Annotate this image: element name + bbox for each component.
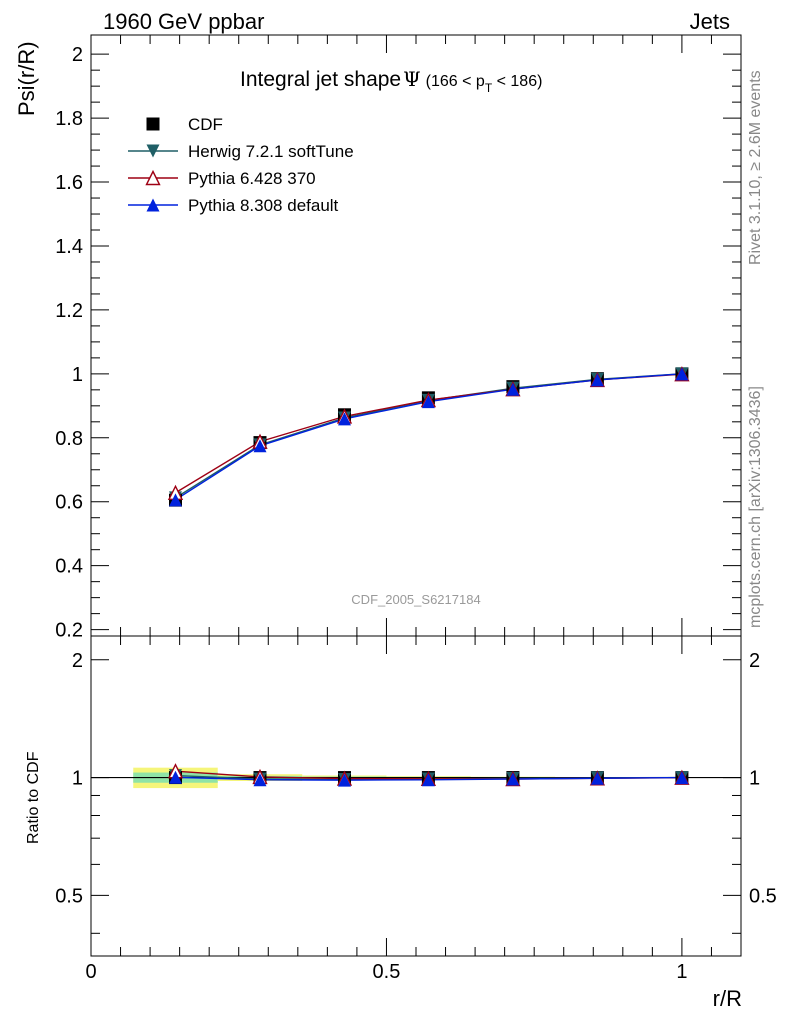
y-tick-label: 0.4 [55,556,83,578]
ratio-panel: 0 0.5 1 0.5 0.5 1 1 2 2 [55,635,777,983]
point-pythia8 [506,382,520,396]
header-left: 1960 GeV ppbar [103,9,264,34]
title-range: (166 < p [426,73,485,90]
ratio-tick-label: 1 [72,768,83,790]
legend-label-cdf: CDF [188,115,223,134]
rivet-label: Rivet 3.1.10, ≥ 2.6M events [747,70,764,265]
ratio-y-axis-label: Ratio to CDF [25,751,42,844]
legend-label-pythia8: Pythia 8.308 default [188,196,339,215]
ratio-tick-label: 2 [72,650,83,672]
ratio-tick-label-right: 0.5 [749,885,777,907]
point-pythia8 [590,373,604,387]
x-tick-label: 0.5 [373,961,401,983]
analysis-watermark: CDF_2005_S6217184 [351,592,480,607]
header-right: Jets [690,9,730,34]
plot-title: Integral jet shape Ψ (166 < pT < 186) [240,67,542,95]
x-axis-label: r/R [713,986,742,1011]
ratio-tick-label-right: 1 [749,768,760,790]
legend-marker-pythia8 [146,198,160,212]
legend: CDF Herwig 7.2.1 softTune Pythia 6.428 370… [128,115,354,215]
y-tick-label: 0.2 [55,620,83,642]
y-tick-label: 0.6 [55,492,83,514]
x-tick-label: 0 [85,961,96,983]
ratio-point-pythia8 [506,772,520,786]
legend-marker-cdf [146,117,160,131]
ratio-point-pythia8 [253,773,267,787]
y-tick-label: 1.2 [55,300,83,322]
y-tick-label: 1.8 [55,108,83,130]
mcplots-label: mcplots.cern.ch [arXiv:1306.3436] [747,386,764,628]
ratio-point-pythia8 [421,773,435,787]
ratio-frame [90,635,742,957]
ratio-point-pythia8 [675,771,689,785]
y-tick-label: 1.4 [55,236,83,258]
y-tick-label: 1.6 [55,172,83,194]
legend-label-pythia6: Pythia 6.428 370 [188,169,316,188]
y-axis-label: Psi(r/R) [14,41,39,116]
y-tick-label: 1 [72,364,83,386]
y-tick-label: 0.8 [55,428,83,450]
x-tick-label: 1 [676,961,687,983]
point-pythia8 [338,412,351,426]
point-pythia8 [421,395,435,409]
legend-marker-pythia6 [145,169,161,186]
title-text: Integral jet shape [240,68,401,91]
point-pythia8 [169,493,182,507]
main-panel: 0.2 0.4 0.6 0.8 1 1.2 1.4 1.6 1.8 2 [55,34,742,642]
title-range-sub: T [485,81,493,95]
ratio-point-pythia8 [590,771,604,785]
legend-marker-herwig [146,144,160,158]
title-range-end: < 186) [492,73,542,90]
y-tick-label: 2 [72,44,83,66]
title-symbol: Ψ [403,67,421,91]
ratio-point-pythia8 [169,770,182,784]
point-pythia8 [675,367,689,381]
ratio-point-pythia8 [338,773,351,787]
point-pythia8 [253,439,267,453]
legend-label-herwig: Herwig 7.2.1 softTune [188,142,354,161]
ratio-tick-label: 0.5 [55,885,83,907]
ratio-tick-label-right: 2 [749,650,760,672]
